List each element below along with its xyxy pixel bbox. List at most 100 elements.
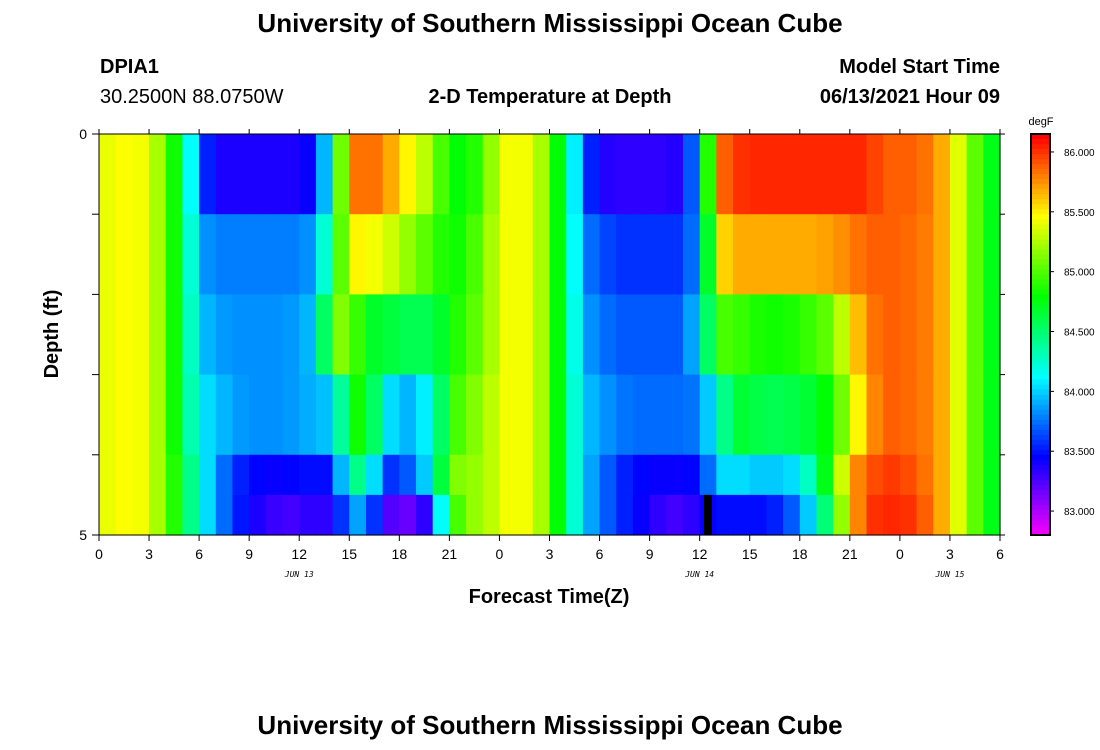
heatmap-cell	[315, 374, 334, 456]
heatmap-cell	[766, 374, 784, 456]
colorbar-segment	[1031, 224, 1050, 230]
colorbar-segment	[1031, 529, 1050, 536]
colorbar-segment	[1031, 514, 1050, 521]
heatmap-cell	[883, 294, 901, 376]
colorbar-segment	[1031, 524, 1050, 531]
colorbar-segment	[1031, 299, 1050, 306]
heatmap-cell	[532, 374, 551, 456]
heatmap-cell	[199, 294, 217, 376]
heatmap-cell	[966, 134, 984, 215]
colorbar-segment	[1031, 399, 1050, 406]
heatmap-cell	[933, 374, 951, 456]
heatmap-cell	[299, 374, 317, 456]
heatmap-cell	[983, 214, 1001, 295]
date-labels: JUN 13 JUN 14 JUN 15	[284, 570, 965, 579]
heatmap-cell	[265, 454, 284, 496]
heatmap-cell	[766, 454, 784, 496]
x-axis-title: Forecast Time(Z)	[469, 586, 630, 608]
colorbar-segment	[1031, 509, 1050, 516]
colorbar-segment	[1031, 439, 1050, 446]
heatmap-cell	[866, 494, 884, 536]
heatmap-cell	[616, 374, 634, 456]
heatmap-cell	[482, 374, 501, 456]
colorbar-segment	[1031, 404, 1050, 411]
colorbar-segment	[1031, 234, 1050, 240]
heatmap-cell	[833, 494, 851, 536]
colorbar-segment	[1031, 204, 1050, 210]
heatmap-cell	[632, 454, 651, 496]
x-tick-label: 21	[842, 546, 858, 562]
heatmap-cell	[265, 214, 284, 295]
heatmap-cell	[149, 454, 167, 496]
heatmap-cell	[933, 294, 951, 376]
colorbar-segment	[1031, 434, 1050, 441]
heatmap-cell	[816, 374, 834, 456]
heatmap-cell	[199, 214, 217, 295]
heatmap-cell	[149, 294, 167, 376]
heatmap-cell	[949, 494, 968, 536]
colorbar-segment	[1031, 194, 1050, 200]
heatmap-cell	[766, 134, 784, 215]
heatmap-cell	[532, 294, 551, 376]
colorbar-segment	[1031, 504, 1050, 511]
heatmap-cell	[933, 454, 951, 496]
heatmap-cell	[365, 134, 384, 215]
heatmap-cell	[816, 134, 834, 215]
colorbar-segment	[1031, 219, 1050, 225]
heatmap-cell	[716, 494, 734, 536]
heatmap-cell	[99, 294, 117, 376]
heatmap-cell	[966, 214, 984, 295]
colorbar-segment	[1031, 214, 1050, 220]
colorbar-segment	[1031, 189, 1050, 195]
colorbar-segment	[1031, 279, 1050, 285]
heatmap-cell	[549, 454, 567, 496]
heatmap-cell	[365, 374, 384, 456]
heatmap-cell	[215, 294, 234, 376]
heatmap-cell	[749, 294, 768, 376]
colorbar-segment	[1031, 379, 1050, 386]
heatmap-cell	[833, 374, 851, 456]
heatmap-cell	[132, 134, 150, 215]
heatmap-cell	[649, 294, 667, 376]
heatmap-cell	[332, 454, 350, 496]
heatmap-cell	[399, 454, 417, 496]
heatmap-cell	[315, 494, 334, 536]
heatmap-cell	[332, 294, 350, 376]
heatmap-cell	[349, 214, 367, 295]
heatmap-cell	[349, 374, 367, 456]
heatmap-cell	[182, 134, 200, 215]
heatmap-cells	[99, 134, 1001, 536]
x-tick-label: 21	[442, 546, 458, 562]
heatmap-cell	[482, 134, 501, 215]
heatmap-cell	[215, 374, 234, 456]
heatmap-cell	[966, 454, 984, 496]
heatmap-cell	[99, 494, 117, 536]
heatmap-cell	[566, 214, 584, 295]
heatmap-cell	[182, 494, 200, 536]
heatmap-cell	[466, 134, 484, 215]
heatmap-cell	[99, 134, 117, 215]
heatmap-cell	[799, 454, 818, 496]
heatmap-cell	[666, 454, 684, 496]
heatmap-cell	[432, 374, 450, 456]
heatmap-cell	[499, 374, 517, 456]
heatmap-cell	[983, 454, 1001, 496]
heatmap-cell	[983, 134, 1001, 215]
heatmap-cell	[332, 134, 350, 215]
heatmap-cell	[232, 374, 250, 456]
heatmap-cell	[866, 374, 884, 456]
heatmap-cell	[899, 294, 918, 376]
heatmap-cell	[916, 494, 934, 536]
colorbar-segment	[1031, 324, 1050, 331]
heatmap-cell	[766, 294, 784, 376]
heatmap-cell	[315, 134, 334, 215]
heatmap-cell	[199, 454, 217, 496]
heatmap-cell	[499, 294, 517, 376]
x-tick-label: 3	[946, 546, 954, 562]
heatmap-cell	[733, 374, 751, 456]
date-label: JUN 15	[934, 570, 964, 579]
colorbar-segment	[1031, 479, 1050, 486]
colorbar-segment	[1031, 319, 1050, 326]
heatmap-cell	[666, 494, 684, 536]
colorbar-segment	[1031, 144, 1050, 150]
